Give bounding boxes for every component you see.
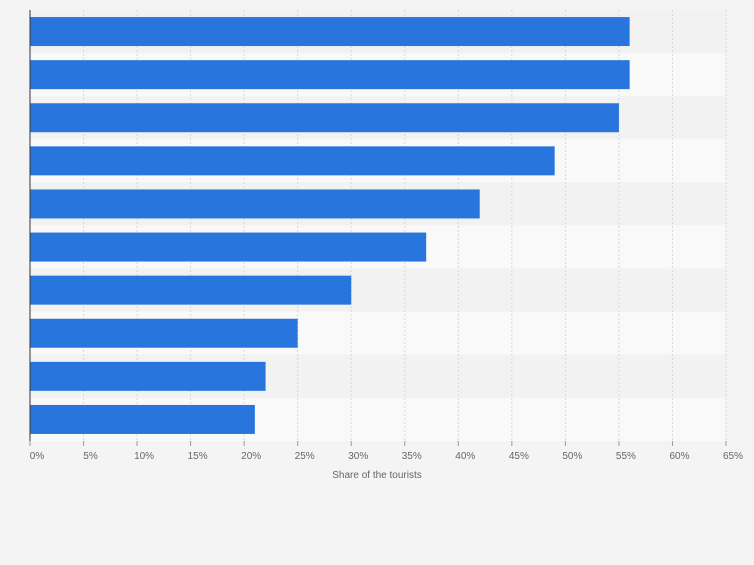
bar <box>30 275 352 305</box>
bar <box>30 189 480 219</box>
tick-label: 5% <box>83 451 98 462</box>
tick-label: 65% <box>723 451 743 462</box>
x-axis-ticks: 0% 5% 10% 15% 20% 25% 30% 35% 40% 45% 50% 55% 60% 65% <box>29 441 743 462</box>
bar <box>30 146 555 176</box>
bar <box>30 361 266 391</box>
tick-label: 0% <box>30 451 45 462</box>
tick-label: 50% <box>562 451 582 462</box>
tick-label: 40% <box>455 451 475 462</box>
bar <box>30 318 298 348</box>
tick-label: 15% <box>188 451 208 462</box>
bar <box>30 404 255 434</box>
bar <box>30 60 630 90</box>
bar <box>30 17 630 47</box>
x-axis-title: Share of the tourists <box>332 470 422 481</box>
tick-label: 25% <box>295 451 315 462</box>
tick-label: 20% <box>241 451 261 462</box>
bars <box>30 17 630 434</box>
tick-label: 10% <box>134 451 154 462</box>
tick-label: 55% <box>616 451 636 462</box>
tick-label: 60% <box>669 451 689 462</box>
tick-label: 30% <box>348 451 368 462</box>
tick-label: 35% <box>402 451 422 462</box>
tick-label: 45% <box>509 451 529 462</box>
bar <box>30 103 619 133</box>
bar <box>30 232 427 262</box>
